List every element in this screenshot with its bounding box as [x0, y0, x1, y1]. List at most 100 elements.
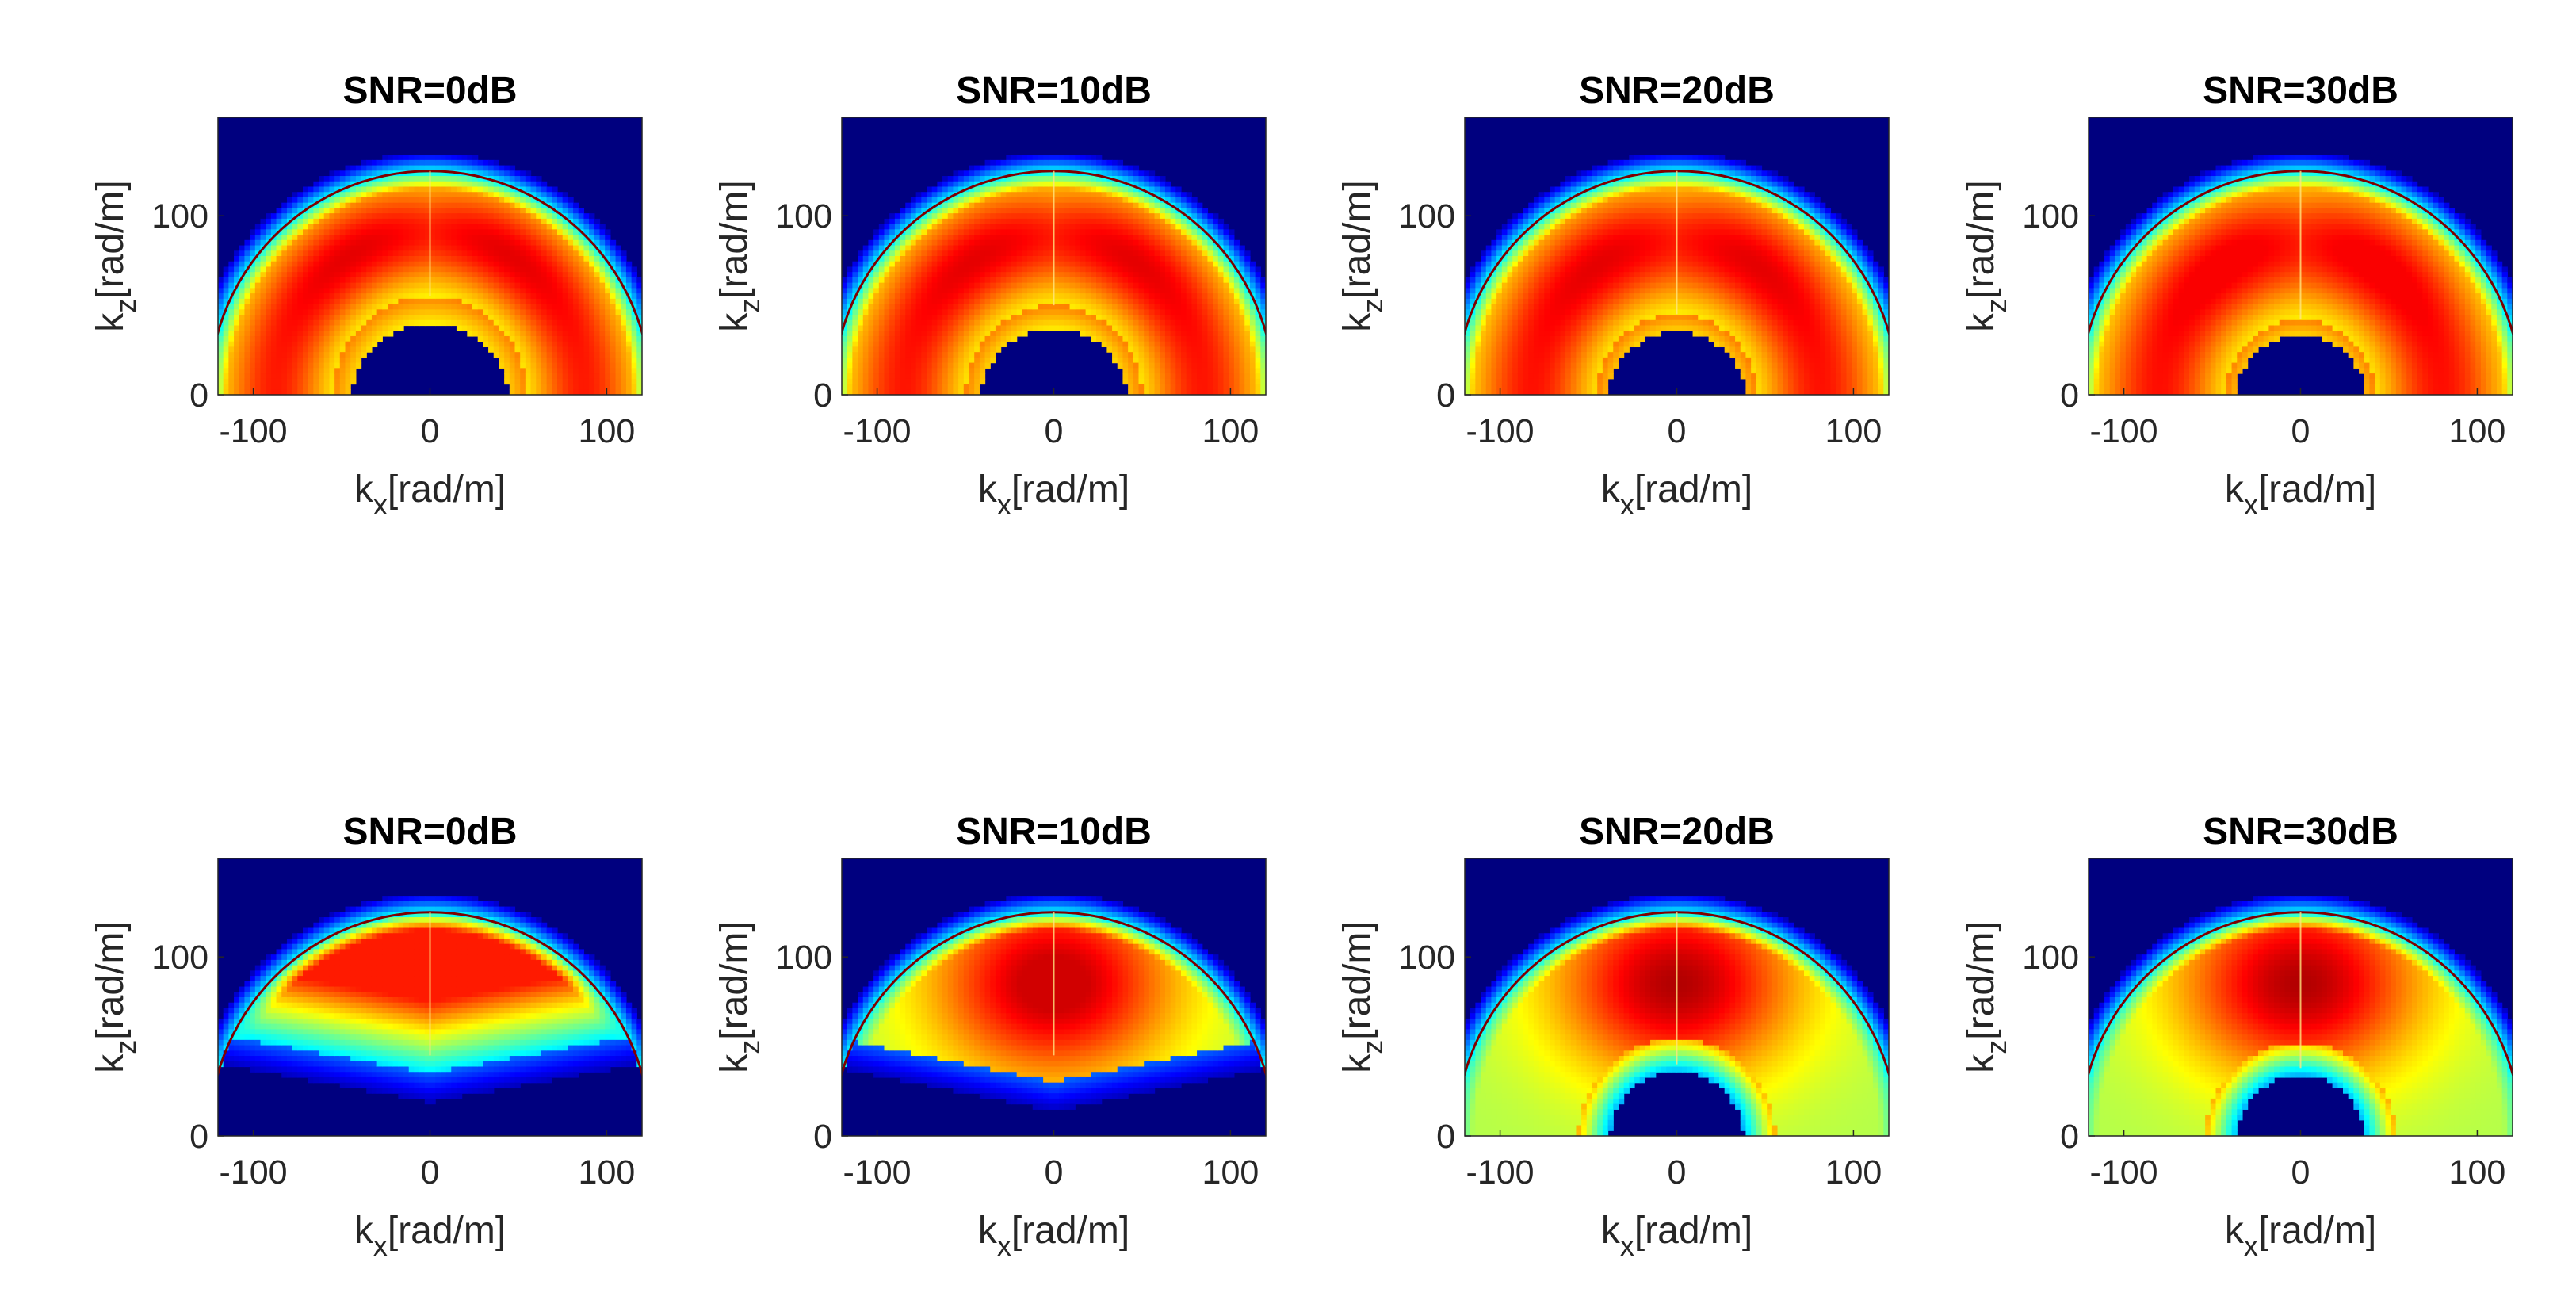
heatmap-cell — [297, 309, 304, 315]
heatmap-cell — [1038, 239, 1044, 247]
heatmap-cell — [430, 266, 436, 273]
heatmap-cell — [1128, 335, 1134, 342]
heatmap-cell — [921, 197, 927, 204]
heatmap-cell — [493, 202, 500, 209]
heatmap-cell — [615, 335, 621, 342]
heatmap-cell — [915, 250, 922, 257]
heatmap-cell — [921, 389, 927, 395]
heatmap-cell — [1112, 235, 1118, 241]
heatmap-cell — [1148, 224, 1156, 230]
heatmap-cell — [371, 245, 378, 251]
heatmap-cell — [984, 208, 991, 214]
heatmap-cell — [937, 288, 943, 294]
heatmap-cell — [520, 325, 526, 331]
heatmap-cell — [984, 192, 991, 198]
heatmap-cell — [313, 309, 319, 315]
heatmap-cell — [445, 250, 452, 257]
heatmap-cell — [297, 277, 304, 284]
heatmap-cell — [1022, 293, 1028, 300]
heatmap-cell — [270, 282, 277, 289]
heatmap-cell — [319, 208, 325, 214]
heatmap-cell — [862, 245, 869, 251]
heatmap-cell — [366, 288, 373, 294]
heatmap-cell — [578, 208, 585, 214]
heatmap-cell — [1148, 373, 1156, 380]
heatmap-cell — [361, 176, 367, 182]
heatmap-cell — [969, 373, 975, 380]
heatmap-cell — [493, 352, 500, 358]
heatmap-cell — [361, 277, 367, 284]
heatmap-cell — [546, 325, 552, 331]
heatmap-cell — [504, 282, 510, 289]
heatmap-cell — [969, 304, 975, 310]
heatmap-cell — [456, 272, 463, 278]
heatmap-cell — [361, 282, 367, 289]
heatmap-cell — [1069, 266, 1076, 273]
heatmap-cell — [1096, 309, 1103, 315]
heatmap-cell — [1101, 298, 1107, 305]
heatmap-cell — [557, 304, 564, 310]
heatmap-cell — [308, 277, 314, 284]
heatmap-cell — [218, 335, 224, 342]
heatmap-cell — [403, 261, 410, 268]
heatmap-cell — [589, 288, 595, 294]
heatmap-cell — [1053, 325, 1060, 331]
heatmap-cell — [472, 235, 479, 241]
heatmap-cell — [1043, 202, 1049, 209]
heatmap-cell — [504, 298, 510, 305]
heatmap-cell — [1148, 331, 1156, 337]
heatmap-cell — [250, 368, 256, 374]
heatmap-cell — [286, 389, 293, 395]
heatmap-cell — [334, 235, 341, 241]
heatmap-cell — [1138, 293, 1145, 300]
heatmap-cell — [894, 256, 901, 262]
heatmap-cell — [392, 261, 399, 268]
heatmap-cell — [1148, 250, 1156, 257]
heatmap-cell — [942, 245, 949, 251]
heatmap-cell — [1080, 155, 1087, 161]
heatmap-cell — [900, 277, 906, 284]
heatmap-cell — [530, 181, 537, 188]
heatmap-cell — [1101, 165, 1107, 171]
heatmap-cell — [605, 229, 611, 235]
heatmap-cell — [1106, 213, 1113, 220]
heatmap-cell — [927, 315, 933, 321]
heatmap-cell — [536, 357, 542, 364]
heatmap-cell — [218, 357, 224, 364]
heatmap-cell — [530, 346, 537, 353]
heatmap-cell — [990, 224, 996, 230]
heatmap-cell — [477, 165, 483, 171]
heatmap-cell — [525, 352, 532, 358]
heatmap-cell — [408, 155, 415, 161]
heatmap-cell — [493, 170, 500, 177]
heatmap-cell — [868, 245, 874, 251]
heatmap-cell — [520, 346, 526, 353]
heatmap-cell — [414, 155, 420, 161]
heatmap-cell — [1048, 202, 1055, 209]
heatmap-cell — [514, 315, 521, 321]
heatmap-cell — [234, 362, 240, 369]
heatmap-cell — [910, 197, 917, 204]
heatmap-cell — [873, 261, 880, 268]
heatmap-cell — [329, 277, 335, 284]
heatmap-cell — [541, 352, 548, 358]
heatmap-cell — [921, 266, 927, 273]
heatmap-cell — [1117, 315, 1124, 321]
heatmap-cell — [424, 250, 431, 257]
heatmap-cell — [927, 352, 933, 358]
heatmap-cell — [1006, 229, 1012, 235]
heatmap-cell — [546, 346, 552, 353]
heatmap-cell — [947, 213, 954, 220]
heatmap-cell — [1064, 293, 1071, 300]
heatmap-cell — [493, 250, 500, 257]
heatmap-cell — [303, 319, 309, 327]
heatmap-cell — [562, 277, 568, 284]
heatmap-cell — [541, 261, 548, 268]
heatmap-cell — [414, 186, 420, 193]
heatmap-cell — [361, 192, 367, 198]
heatmap-cell — [371, 208, 378, 214]
heatmap-cell — [963, 341, 970, 348]
heatmap-cell — [984, 272, 991, 278]
heatmap-cell — [578, 325, 585, 331]
heatmap-cell — [361, 288, 367, 294]
